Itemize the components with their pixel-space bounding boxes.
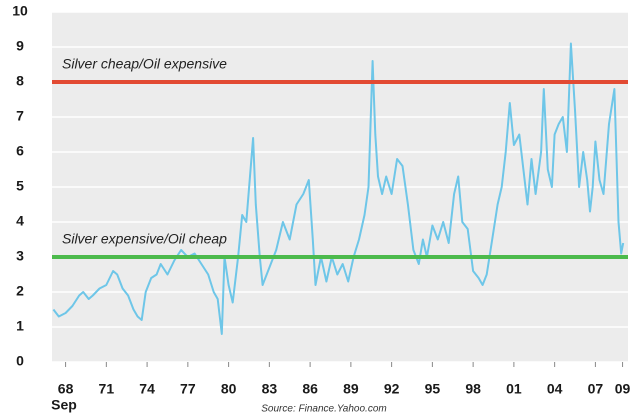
x-tick-label: 01 — [506, 381, 522, 397]
x-tick-label: 92 — [384, 381, 400, 397]
y-tick-label: 0 — [16, 353, 24, 369]
x-note: Sep — [51, 397, 77, 413]
x-tick-label: 74 — [139, 381, 155, 397]
y-tick-label: 8 — [16, 73, 24, 89]
source: Source: Finance.Yahoo.com — [261, 404, 386, 415]
x-tick-label: 86 — [302, 381, 318, 397]
x-tick-label: 98 — [465, 381, 481, 397]
reference-label: Silver expensive/Oil cheap — [62, 231, 227, 247]
x-tick-label: 80 — [221, 381, 237, 397]
y-tick-label: 2 — [16, 283, 24, 299]
x-tick-label: 77 — [180, 381, 196, 397]
y-tick-label: 4 — [16, 213, 24, 229]
x-tick-label: 89 — [343, 381, 359, 397]
x-tick-label: 71 — [99, 381, 115, 397]
x-tick-label: 09 — [615, 381, 631, 397]
data-line — [52, 42, 625, 335]
y-tick-label: 1 — [16, 318, 24, 334]
x-tick-label: 83 — [262, 381, 278, 397]
y-tick-label: 7 — [16, 108, 24, 124]
x-tick-label: 68 — [58, 381, 74, 397]
y-tick-label: 6 — [16, 143, 24, 159]
y-tick-label: 3 — [16, 248, 24, 264]
reference-label: Silver cheap/Oil expensive — [62, 56, 227, 72]
x-tick-label: 07 — [588, 381, 604, 397]
y-tick-label: 10 — [12, 3, 28, 19]
y-tick-label: 9 — [16, 38, 24, 54]
y-tick-label: 5 — [16, 178, 24, 194]
x-tick-label: 95 — [425, 381, 441, 397]
x-tick-label: 04 — [547, 381, 563, 397]
